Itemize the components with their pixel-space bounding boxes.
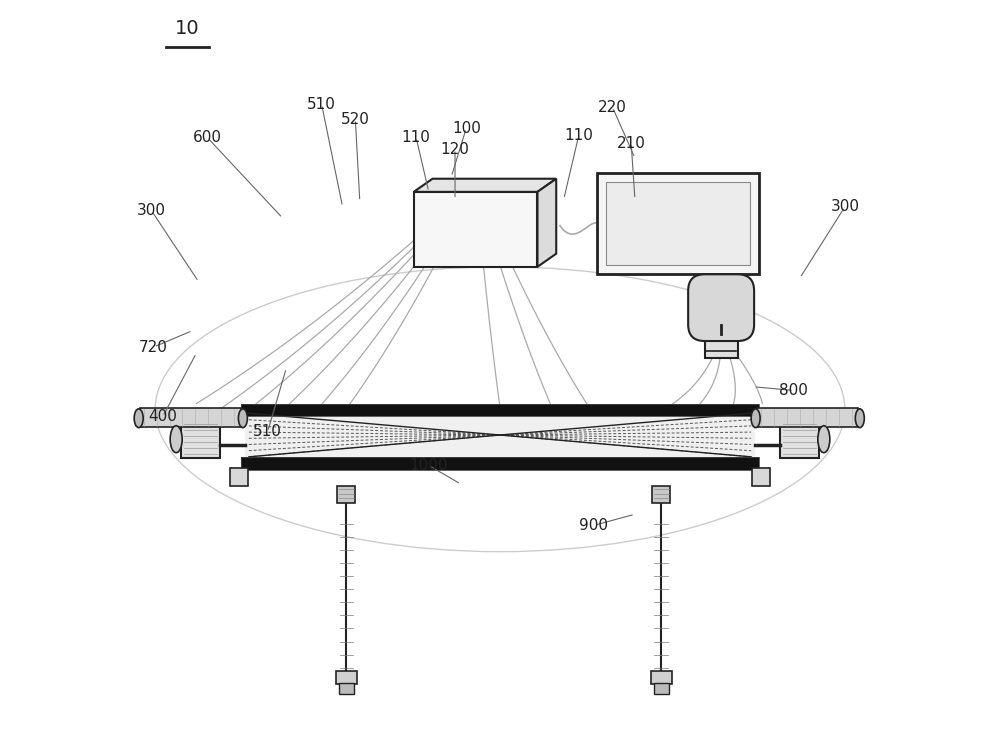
Ellipse shape [818,426,830,453]
Text: 220: 220 [598,100,627,115]
Text: 400: 400 [148,409,177,424]
Text: 100: 100 [452,121,481,136]
Ellipse shape [751,409,760,427]
FancyBboxPatch shape [780,421,819,458]
Text: 120: 120 [441,142,469,157]
Polygon shape [414,179,556,192]
FancyBboxPatch shape [181,421,220,458]
Bar [705,334,738,358]
Text: 300: 300 [830,199,859,214]
Ellipse shape [238,409,247,427]
FancyBboxPatch shape [688,274,754,341]
Bar [414,192,537,267]
Bar [652,487,670,503]
Bar [337,487,355,503]
Bar [336,671,357,684]
Bar [230,468,248,486]
Text: 520: 520 [341,112,370,127]
Bar [245,413,755,457]
Ellipse shape [170,426,182,453]
Bar [241,457,759,470]
Bar [241,404,759,416]
Text: 110: 110 [402,130,430,145]
Bar [241,457,759,470]
Text: 1000: 1000 [410,458,448,473]
Text: 10: 10 [175,20,200,38]
Bar [339,683,354,694]
Ellipse shape [855,409,864,427]
Text: 900: 900 [579,518,608,533]
Text: 800: 800 [779,383,808,398]
Text: 510: 510 [253,424,282,439]
Text: 300: 300 [137,203,166,218]
Bar [606,182,750,265]
Text: 210: 210 [617,136,646,151]
Text: 720: 720 [139,339,168,354]
Bar [241,404,759,416]
FancyBboxPatch shape [140,409,241,427]
Bar [752,468,770,486]
Bar [597,173,759,274]
FancyBboxPatch shape [757,409,858,427]
Text: 510: 510 [307,97,336,112]
Text: 110: 110 [564,128,593,143]
Ellipse shape [134,409,143,427]
Bar [651,671,672,684]
Bar [654,683,669,694]
Polygon shape [537,179,556,267]
Text: 600: 600 [193,131,222,146]
